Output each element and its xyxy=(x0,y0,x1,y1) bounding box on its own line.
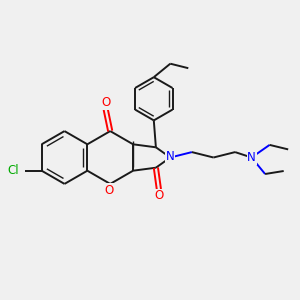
Text: O: O xyxy=(104,184,113,197)
Text: O: O xyxy=(154,189,164,203)
Text: N: N xyxy=(247,151,256,164)
Text: Cl: Cl xyxy=(7,164,19,177)
Text: N: N xyxy=(166,150,175,163)
Text: O: O xyxy=(101,96,110,110)
